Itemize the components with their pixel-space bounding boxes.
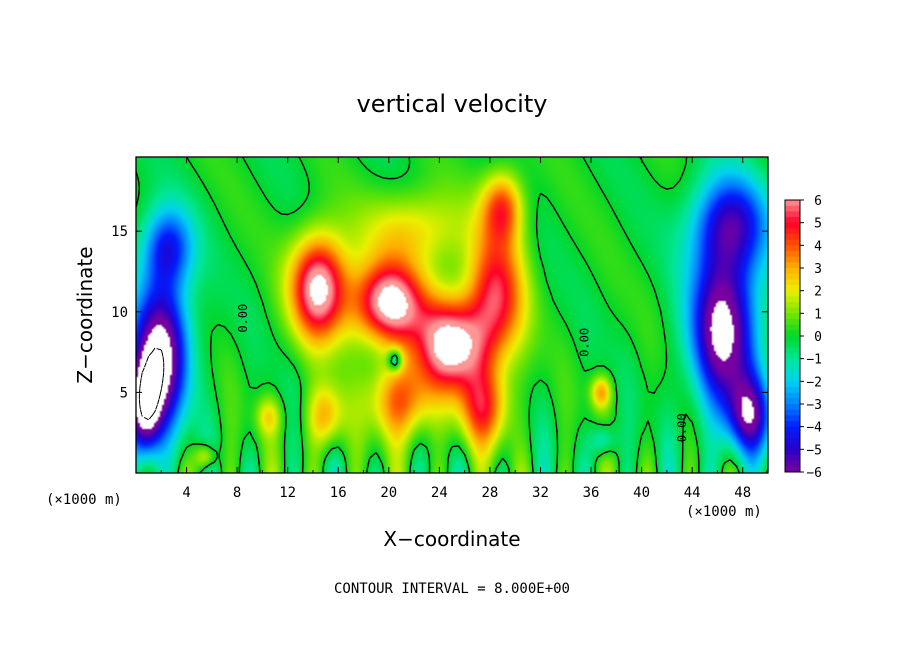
colorbar-swatch bbox=[785, 222, 800, 229]
colorbar-swatch bbox=[785, 251, 800, 258]
colorbar-swatch bbox=[785, 205, 800, 212]
colorbar-swatch bbox=[785, 211, 800, 218]
contour-label-text: 0.00 bbox=[578, 328, 592, 357]
colorbar-swatch bbox=[785, 268, 800, 275]
plot-area: 0.00 0.00 0.00 bbox=[135, 156, 769, 474]
colorbar-swatch bbox=[785, 285, 800, 292]
x-unit-label-left: (×1000 m) bbox=[46, 492, 122, 508]
colorbar-swatch bbox=[785, 387, 800, 394]
colorbar-label: 6 bbox=[814, 194, 822, 209]
colorbar-swatch bbox=[785, 336, 800, 343]
colorbar-swatch bbox=[785, 262, 800, 269]
colorbar-swatch bbox=[785, 330, 800, 337]
colorbar-swatch bbox=[785, 460, 800, 467]
colorbar-swatch bbox=[785, 426, 800, 433]
colorbar-label: 4 bbox=[814, 239, 822, 254]
colorbar-swatch bbox=[785, 421, 800, 428]
colorbar-swatch bbox=[785, 381, 800, 388]
colorbar-label: 1 bbox=[814, 307, 822, 322]
colorbar-swatch bbox=[785, 409, 800, 416]
colorbar-swatch bbox=[785, 370, 800, 377]
colorbar-label: −5 bbox=[806, 443, 822, 458]
colorbar-swatch bbox=[785, 415, 800, 422]
colorbar-swatch bbox=[785, 341, 800, 348]
y-tick-label: 15 bbox=[111, 224, 128, 240]
x-tick-label: 20 bbox=[380, 485, 397, 501]
colorbar-swatch bbox=[785, 290, 800, 297]
y-tick-label: 5 bbox=[120, 385, 128, 401]
x-tick-label: 24 bbox=[431, 485, 448, 501]
colorbar: 6 5 4 3 2 1 0 −1 −2 −3 −4 −5 −6 bbox=[784, 194, 822, 481]
colorbar-swatch bbox=[785, 296, 800, 303]
zero-contours bbox=[135, 156, 769, 474]
colorbar-label: −2 bbox=[806, 375, 822, 390]
colorbar-swatch bbox=[785, 302, 800, 309]
colorbar-swatch bbox=[785, 273, 800, 280]
colorbar-swatch bbox=[785, 228, 800, 235]
x-tick-label: 16 bbox=[330, 485, 347, 501]
colorbar-swatch bbox=[785, 234, 800, 241]
colorbar-swatch bbox=[785, 375, 800, 382]
colorbar-swatch bbox=[785, 347, 800, 354]
contour-label-text: 0.00 bbox=[675, 413, 689, 442]
y-axis: 5 10 15 bbox=[111, 224, 768, 401]
colorbar-label: 5 bbox=[814, 217, 822, 232]
contour-labels: 0.00 0.00 0.00 bbox=[236, 304, 689, 443]
plot-frame bbox=[135, 156, 769, 474]
colorbar-swatch bbox=[785, 398, 800, 405]
colorbar-label: −4 bbox=[806, 421, 822, 436]
colorbar-swatch bbox=[785, 245, 800, 252]
colorbar-swatch bbox=[785, 239, 800, 246]
y-tick-label: 10 bbox=[111, 305, 128, 321]
x-tick-label: 8 bbox=[233, 485, 241, 501]
x-unit-label-right: (×1000 m) bbox=[686, 504, 762, 520]
colorbar-label: 0 bbox=[814, 330, 822, 345]
colorbar-swatch bbox=[785, 432, 800, 439]
colorbar-label: 2 bbox=[814, 285, 822, 300]
colorbar-swatch bbox=[785, 279, 800, 286]
colorbar-swatch bbox=[785, 353, 800, 360]
velocity-heatmap bbox=[136, 157, 768, 473]
colorbar-swatch bbox=[785, 455, 800, 462]
colorbar-swatch bbox=[785, 358, 800, 365]
contour-label: 0.00 bbox=[236, 304, 250, 333]
negative-contour-line bbox=[138, 347, 165, 421]
contour-label-text: 0.00 bbox=[236, 304, 250, 333]
colorbar-swatch bbox=[785, 449, 800, 456]
contour-label: 0.00 bbox=[675, 413, 689, 442]
contour-interval-note: CONTOUR INTERVAL = 8.000E+00 bbox=[334, 581, 570, 597]
colorbar-swatch bbox=[785, 256, 800, 263]
colorbar-label: −6 bbox=[806, 466, 822, 481]
colorbar-swatch bbox=[785, 324, 800, 331]
x-tick-label: 28 bbox=[481, 485, 498, 501]
x-tick-label: 32 bbox=[532, 485, 549, 501]
x-tick-label: 4 bbox=[182, 485, 190, 501]
colorbar-swatch bbox=[785, 307, 800, 314]
contour-label: 0.00 bbox=[578, 328, 592, 357]
colorbar-swatch bbox=[785, 392, 800, 399]
x-tick-label: 12 bbox=[279, 485, 296, 501]
colorbar-label: −3 bbox=[806, 398, 822, 413]
colorbar-swatch bbox=[785, 364, 800, 371]
colorbar-swatch bbox=[785, 466, 800, 473]
y-axis-label: Z−coordinate bbox=[73, 246, 97, 383]
x-tick-label: 36 bbox=[583, 485, 600, 501]
x-tick-label: 40 bbox=[633, 485, 650, 501]
colorbar-label: −1 bbox=[806, 353, 822, 368]
colorbar-swatch bbox=[785, 200, 800, 207]
zero-contour-line bbox=[135, 156, 769, 474]
x-tick-label: 44 bbox=[684, 485, 701, 501]
x-tick-label: 48 bbox=[734, 485, 751, 501]
colorbar-swatch bbox=[785, 438, 800, 445]
x-axis-label: X−coordinate bbox=[383, 527, 520, 551]
colorbar-label: 3 bbox=[814, 262, 822, 277]
colorbar-swatch bbox=[785, 217, 800, 224]
colorbar-swatch bbox=[785, 319, 800, 326]
x-axis: 4 8 12 16 20 24 28 32 36 40 44 48 bbox=[160, 157, 751, 501]
colorbar-swatch bbox=[785, 313, 800, 320]
colorbar-swatch bbox=[785, 443, 800, 450]
chart-title: vertical velocity bbox=[357, 90, 548, 118]
colorbar-swatch bbox=[785, 404, 800, 411]
